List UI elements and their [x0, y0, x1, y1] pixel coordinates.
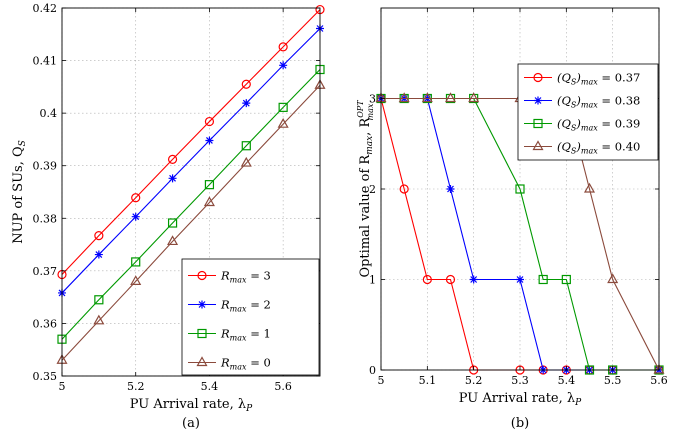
data-point: [94, 295, 104, 305]
legend-swatch-marker: [532, 140, 544, 151]
x-tick-label: 5.4: [201, 380, 219, 393]
data-point: [130, 275, 142, 285]
data-point: [278, 42, 288, 52]
x-tick-label: 5.2: [127, 380, 145, 393]
y-tick-label: 0.38: [33, 212, 58, 225]
data-point: [279, 61, 288, 70]
legend-swatch-marker: [197, 328, 207, 339]
x-tick-label: 5.6: [650, 374, 668, 387]
data-point: [131, 257, 141, 267]
data-point: [277, 117, 289, 128]
figure-caption: (b): [511, 416, 529, 431]
legend-entry: (QS)max = 0.38: [557, 94, 640, 110]
data-point: [93, 314, 105, 325]
data-point: [446, 185, 455, 193]
data-point: [278, 102, 288, 112]
data-point: [241, 79, 251, 89]
data-point: [516, 275, 524, 284]
data-point: [131, 193, 141, 203]
chart-a: 5 5.2 5.4 5.6 0.35 0.36 0.37 0.38 0.39 0.4 0.41 0.4…: [11, 2, 326, 431]
x-tick-label: 5.3: [511, 374, 529, 387]
figure-caption: (a): [182, 416, 200, 431]
data-point: [167, 218, 178, 228]
y-tick-label: 1: [369, 274, 376, 287]
y-tick-label: 0.42: [33, 2, 58, 15]
data-point: [242, 99, 251, 108]
data-point: [468, 92, 480, 103]
legend-entry: (QS)max = 0.40: [557, 140, 640, 156]
data-point: [94, 250, 103, 259]
x-tick-label: 5: [59, 380, 66, 393]
data-point: [240, 156, 252, 167]
data-point: [399, 184, 409, 194]
legend-swatch-marker: [534, 96, 542, 105]
data-point: [167, 154, 178, 165]
data-point: [583, 182, 596, 193]
data-point: [131, 212, 140, 221]
data-point: [94, 231, 104, 241]
data-point: [203, 196, 215, 207]
data-point: [561, 274, 571, 285]
y-axis-label: NUP of SUs, QS: [11, 140, 28, 244]
legend-entry: Rmax = 2: [220, 298, 271, 314]
data-point: [444, 92, 457, 103]
y-tick-label: 2: [369, 183, 376, 196]
data-point: [422, 274, 432, 285]
data-point: [607, 273, 619, 284]
x-tick-label: 5.6: [274, 380, 292, 393]
data-point: [421, 92, 433, 103]
y-axis-label: Optimal value of Rmax, ROPTmax: [356, 100, 375, 278]
series-line-1: [61, 28, 321, 294]
y-tick-label: 0.41: [33, 55, 58, 68]
data-point: [168, 174, 177, 183]
x-tick-label: 5.2: [465, 374, 483, 387]
legend-entry: Rmax = 0: [220, 356, 271, 372]
data-point: [469, 275, 478, 284]
legend-entry: (QS)max = 0.39: [557, 117, 640, 133]
data-point: [653, 363, 665, 374]
data-point: [398, 92, 410, 103]
legend-entry: Rmax = 1: [220, 327, 271, 343]
data-point: [204, 116, 215, 127]
legend-swatch-marker: [533, 118, 543, 129]
y-tick-label: 0.37: [33, 265, 58, 278]
data-point: [205, 136, 214, 145]
x-tick-label: 5.4: [558, 374, 576, 387]
series-line-3: [61, 84, 321, 361]
data-point: [538, 274, 548, 285]
y-tick-label: 3: [369, 93, 376, 106]
legend-entry: Rmax = 3: [220, 269, 271, 285]
legend-entry: (QS)max = 0.37: [557, 71, 640, 87]
x-axis-label: PU Arrival rate, λP: [459, 391, 582, 408]
x-axis-label: PU Arrival rate, λP: [130, 397, 253, 414]
y-tick-label: 0.4: [40, 107, 58, 120]
legend-swatch-marker: [533, 72, 543, 83]
series-line-0: [61, 9, 321, 275]
data-point: [167, 235, 179, 246]
y-tick-label: 0: [369, 364, 376, 377]
data-point: [204, 180, 215, 190]
x-tick-label: 5.5: [604, 374, 622, 387]
chart-b: 5 5.1 5.2 5.3 5.4 5.5 5.6 0 1 2 3 PU Arrival rate, …: [356, 7, 668, 431]
legend-swatch-marker: [198, 300, 206, 309]
data-point: [241, 141, 251, 151]
y-tick-label: 0.36: [33, 317, 58, 330]
x-tick-label: 5: [378, 374, 385, 387]
data-point: [515, 184, 525, 194]
x-tick-label: 5.1: [419, 374, 437, 387]
legend-swatch-marker: [197, 270, 207, 281]
plot-frame: [61, 7, 321, 377]
y-tick-label: 0.39: [33, 160, 58, 173]
y-tick-label: 0.35: [33, 370, 58, 383]
legend-swatch-marker: [196, 356, 208, 367]
series-line-2: [61, 69, 321, 340]
data-point: [445, 274, 456, 285]
